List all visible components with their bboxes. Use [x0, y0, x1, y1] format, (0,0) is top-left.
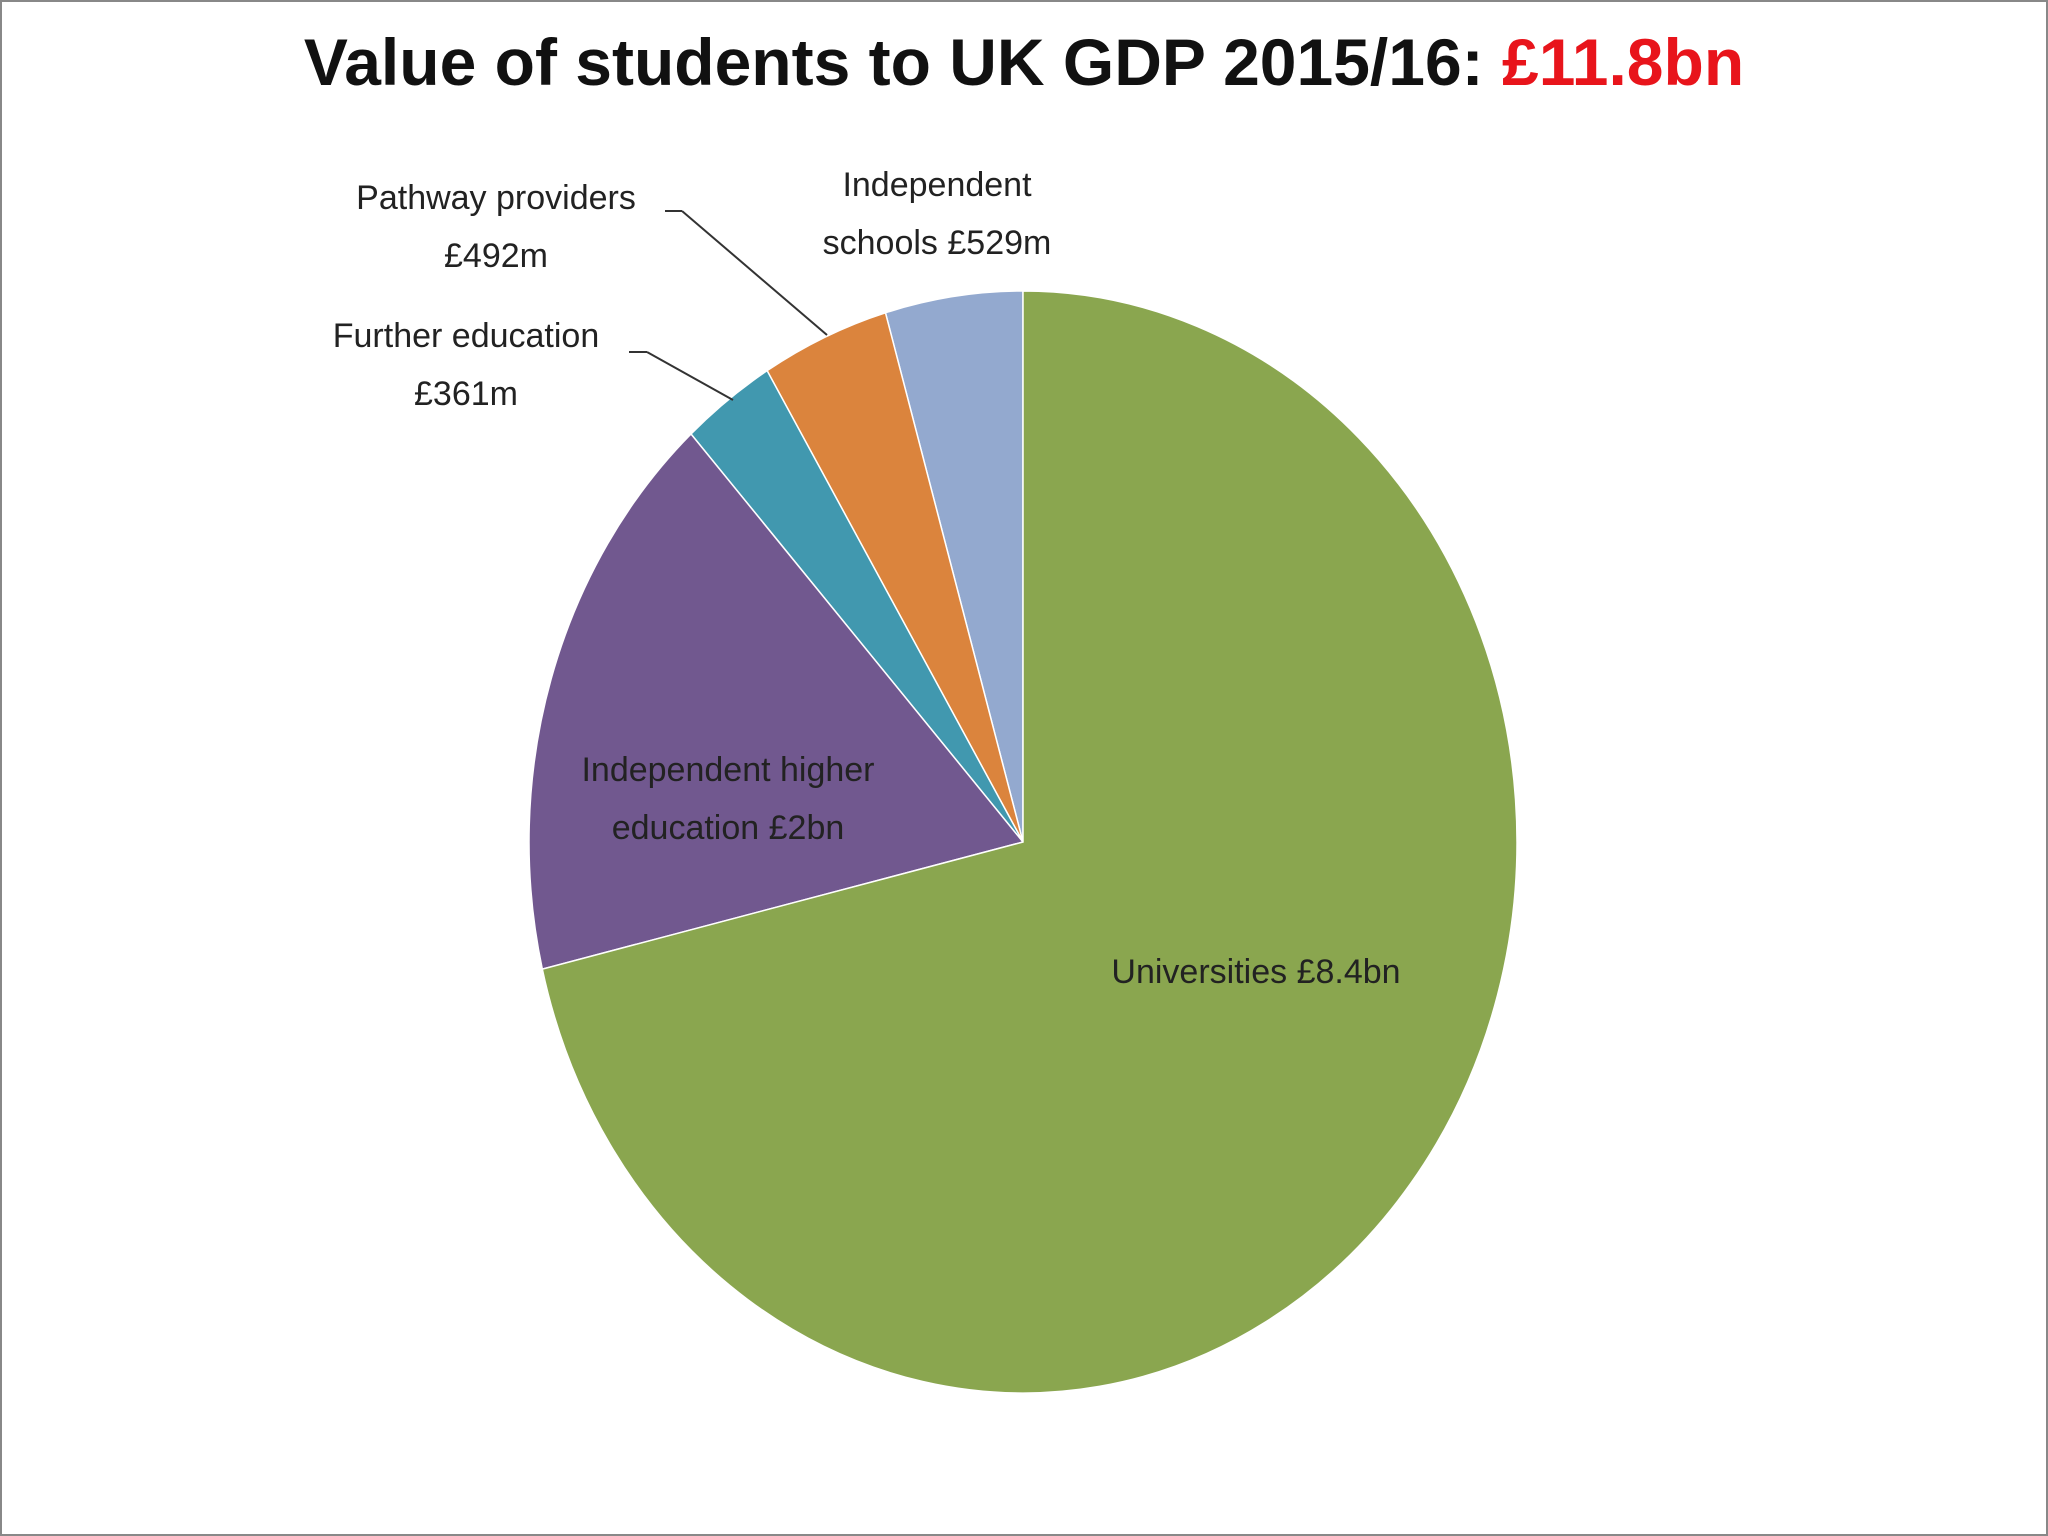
label-text: £361m [414, 374, 518, 413]
label-text: Independent higher education [581, 751, 875, 847]
data-label: Independent schools £529m [802, 157, 1072, 273]
label-text: £529m [947, 223, 1052, 262]
pie-slice [541, 290, 1518, 1394]
data-label: Independent higher education £2bn [548, 742, 908, 858]
pie-slice [528, 432, 1025, 971]
label-text: Pathway providers [356, 179, 636, 217]
leader-line [681, 210, 828, 336]
label-text: £2bn [768, 808, 845, 847]
data-label: Universities £8.4bn [956, 944, 1556, 1002]
data-label: Pathway providers £492m [296, 170, 696, 286]
label-text: Independent schools [822, 166, 1032, 262]
leader-line [646, 351, 734, 401]
label-text: £492m [444, 236, 548, 275]
label-text: Universities [1111, 953, 1288, 991]
data-label: Further education £361m [266, 308, 666, 424]
label-text: Further education [332, 317, 600, 355]
title-total: £11.8bn [1501, 25, 1745, 99]
title-text: Value of students to UK GDP 2015/16: [303, 25, 1484, 99]
label-text: £8.4bn [1296, 953, 1401, 991]
chart-title: Value of students to UK GDP 2015/16: £11… [2, 24, 2046, 100]
